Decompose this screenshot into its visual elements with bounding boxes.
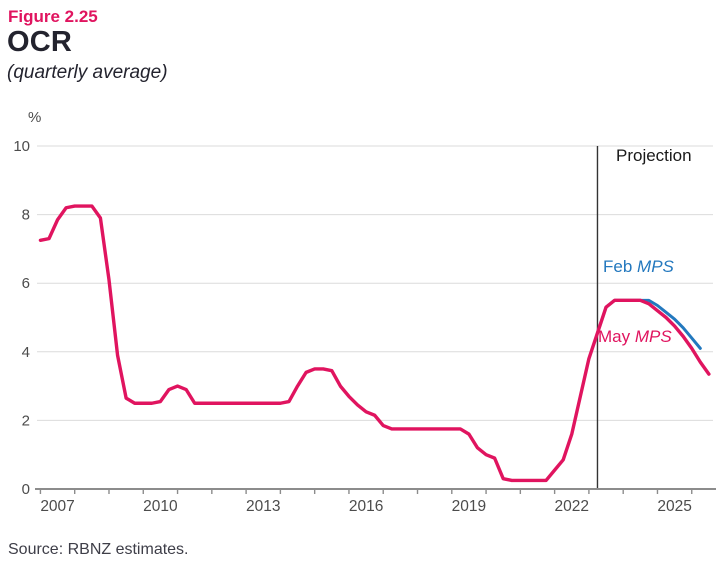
source-note: Source: RBNZ estimates. (8, 541, 189, 558)
may-mps-label-italic: MPS (634, 327, 672, 346)
projection-label: Projection (616, 146, 692, 166)
may-mps-line (38, 204, 711, 483)
y-tick-label: 6 (22, 275, 30, 292)
projection-label-text: Projection (616, 146, 692, 165)
may-mps-label-prefix: May (598, 327, 635, 346)
chart-title: OCR (7, 26, 73, 58)
feb-mps-series-label: Feb MPS (603, 257, 674, 277)
y-tick-label: 0 (22, 481, 30, 498)
feb-mps-label-italic: MPS (637, 257, 674, 276)
y-tick-label: 10 (13, 138, 30, 155)
may-mps-series-label: May MPS (598, 327, 672, 347)
feb-mps-label-prefix: Feb (603, 257, 638, 276)
y-axis-unit-label: % (28, 109, 42, 126)
x-tick-label: 2025 (657, 498, 691, 515)
x-tick-label: 2019 (452, 498, 486, 515)
x-tick-label: 2007 (40, 498, 74, 515)
figure-number: Figure 2.25 (8, 7, 98, 26)
x-tick-label: 2013 (246, 498, 280, 515)
chart-subtitle: (quarterly average) (7, 62, 168, 83)
x-tick-label: 2010 (143, 498, 178, 515)
y-tick-label: 2 (22, 412, 30, 429)
x-tick-label: 2022 (555, 498, 589, 515)
y-tick-label: 4 (22, 344, 30, 361)
y-tick-label: 8 (22, 207, 30, 224)
x-tick-label: 2016 (349, 498, 383, 515)
